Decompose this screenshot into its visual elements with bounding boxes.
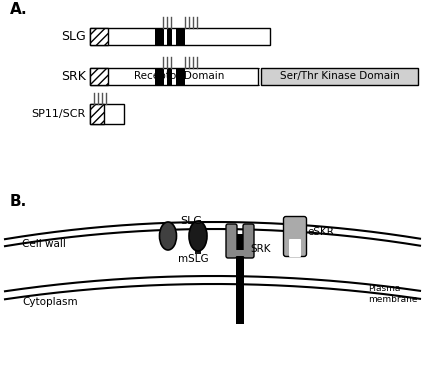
Bar: [176, 28, 185, 45]
Text: Receptor Domain: Receptor Domain: [134, 71, 224, 81]
Bar: [90, 68, 108, 84]
Bar: [90, 28, 270, 45]
FancyBboxPatch shape: [289, 239, 301, 257]
Bar: [90, 28, 108, 45]
Bar: [90, 68, 258, 84]
Text: Cell wall: Cell wall: [22, 239, 66, 249]
Text: SLG: SLG: [180, 216, 202, 226]
Text: Cytoplasm: Cytoplasm: [22, 297, 77, 307]
Text: B.: B.: [10, 194, 27, 209]
FancyBboxPatch shape: [283, 217, 306, 257]
Bar: [195, 224, 201, 254]
Bar: [155, 68, 164, 84]
Bar: [230, 250, 250, 256]
Bar: [236, 234, 244, 324]
Text: A.: A.: [10, 2, 28, 17]
Bar: [261, 68, 418, 84]
Bar: [167, 28, 172, 45]
Ellipse shape: [160, 222, 176, 250]
Ellipse shape: [189, 221, 207, 251]
Bar: [155, 28, 164, 45]
Bar: [90, 104, 124, 124]
Text: SLG: SLG: [61, 30, 86, 43]
Text: SRK: SRK: [61, 70, 86, 83]
Text: SRK: SRK: [250, 244, 270, 254]
Bar: [167, 68, 172, 84]
Text: Plasma
membrane: Plasma membrane: [369, 284, 418, 304]
FancyBboxPatch shape: [243, 224, 254, 258]
Text: eSKR: eSKR: [307, 227, 334, 237]
Bar: [90, 104, 104, 124]
Bar: [176, 68, 185, 84]
Text: SP11/SCR: SP11/SCR: [32, 109, 86, 119]
Text: mSLG: mSLG: [178, 254, 208, 264]
Text: Ser/Thr Kinase Domain: Ser/Thr Kinase Domain: [279, 71, 399, 81]
FancyBboxPatch shape: [226, 224, 237, 258]
